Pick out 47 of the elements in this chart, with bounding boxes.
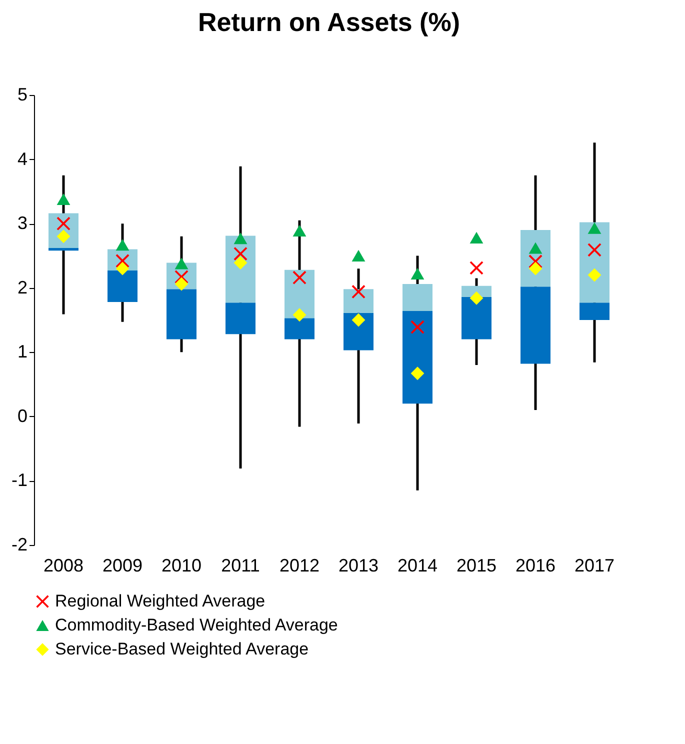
point [588, 243, 602, 257]
point [470, 291, 484, 305]
point [292, 308, 306, 322]
y-tick-label: 4 [17, 148, 28, 169]
point [234, 247, 248, 260]
legend-label: Commodity-Based Weighted Average [55, 616, 338, 634]
point [410, 320, 424, 334]
point [234, 256, 248, 270]
point [292, 224, 306, 236]
y-tick-label: 2 [17, 277, 28, 298]
y-tick-label: 0 [17, 406, 28, 426]
point [470, 232, 484, 244]
point [234, 232, 248, 244]
point [470, 261, 484, 275]
point [116, 238, 130, 251]
point [410, 268, 424, 280]
x-tick-label: 2009 [102, 556, 143, 576]
point [56, 193, 70, 205]
legend-label: Service-Based Weighted Average [55, 640, 309, 658]
point [352, 285, 366, 298]
point [528, 262, 542, 276]
point [174, 258, 188, 270]
x-tick-label: 2015 [456, 556, 497, 576]
x-tick-label: 2011 [221, 556, 260, 576]
point [352, 313, 366, 327]
legend-label: Regional Weighted Average [55, 592, 266, 610]
x-tick-label: 2013 [338, 556, 379, 576]
x-tick-label: 2016 [515, 556, 556, 576]
y-tick-label: -2 [11, 534, 28, 554]
point [292, 270, 306, 284]
y-tick-label: 3 [17, 213, 28, 234]
chart-title: Return on Assets (%) [198, 7, 460, 37]
x-tick-label: 2012 [279, 556, 320, 576]
x-tick-label: 2017 [574, 556, 615, 576]
y-tick-label: 5 [17, 84, 28, 104]
point [588, 222, 602, 234]
x-tick-label: 2010 [161, 556, 202, 576]
y-tick-label: 1 [17, 342, 28, 362]
point [410, 366, 424, 380]
x-tick-label: 2008 [43, 556, 84, 576]
point [116, 262, 130, 276]
y-tick-label: -1 [11, 470, 28, 490]
point [588, 268, 602, 282]
x-tick-label: 2014 [397, 556, 438, 576]
point [174, 277, 188, 291]
point [352, 250, 366, 262]
point [528, 242, 542, 254]
